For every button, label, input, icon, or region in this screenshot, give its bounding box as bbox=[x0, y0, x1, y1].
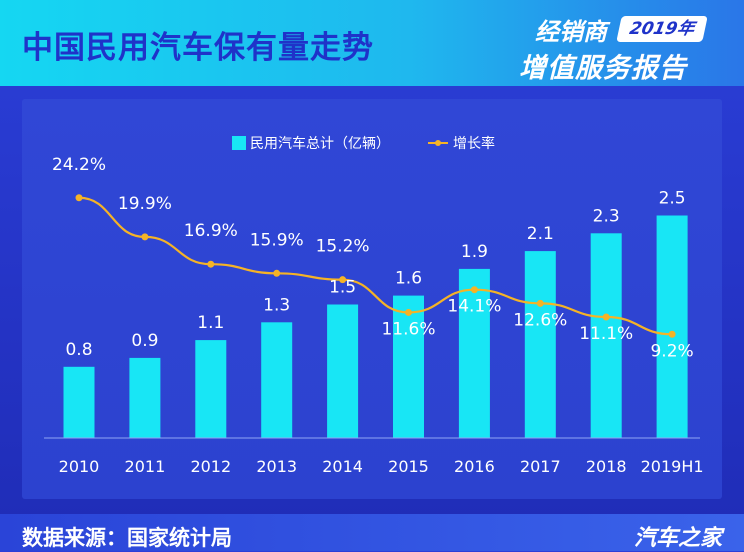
chart-legend: 民用汽车总计（亿辆） 增长率 bbox=[232, 135, 495, 152]
x-tick-label: 2013 bbox=[256, 457, 297, 476]
x-tick-label: 2015 bbox=[388, 457, 429, 476]
bar-value-label: 1.3 bbox=[263, 295, 290, 315]
bar-value-label: 0.8 bbox=[65, 340, 92, 360]
x-tick-label: 2012 bbox=[190, 457, 231, 476]
bar-value-label: 2.5 bbox=[659, 189, 686, 209]
growth-rate-label: 24.2% bbox=[52, 155, 106, 175]
bar-value-label: 1.5 bbox=[329, 278, 356, 298]
legend-line-dot bbox=[435, 140, 441, 146]
x-tick-label: 2016 bbox=[454, 457, 495, 476]
brand-bottom-text: 增值服务报告 bbox=[519, 53, 687, 84]
growth-rate-label: 19.9% bbox=[118, 194, 172, 214]
growth-rate-point bbox=[668, 330, 676, 338]
bar-value-label: 0.9 bbox=[131, 331, 158, 351]
growth-rate-point bbox=[75, 194, 83, 202]
growth-rate-point bbox=[141, 233, 149, 241]
growth-rate-label: 15.9% bbox=[250, 230, 304, 250]
brand-top-text: 经销商 bbox=[535, 18, 607, 46]
growth-rate-label: 14.1% bbox=[447, 297, 501, 317]
source-note: 数据来源：国家统计局 bbox=[22, 526, 232, 550]
growth-rate-point bbox=[602, 313, 610, 321]
legend-bar-swatch bbox=[232, 136, 246, 150]
growth-rate-label: 12.6% bbox=[513, 310, 567, 330]
page-title: 中国民用汽车保有量走势 bbox=[22, 30, 374, 66]
x-tick-label: 2018 bbox=[586, 457, 627, 476]
bar-value-label: 1.1 bbox=[197, 313, 224, 333]
footer-logo: 汽车之家 bbox=[633, 526, 722, 551]
bar-2010 bbox=[63, 366, 95, 438]
growth-rate-label: 15.2% bbox=[316, 237, 370, 257]
legend-line-label: 增长率 bbox=[453, 135, 495, 152]
growth-rate-label: 9.2% bbox=[650, 341, 693, 361]
bar-2017 bbox=[524, 251, 556, 438]
footer-bar bbox=[0, 514, 744, 551]
growth-rate-point bbox=[207, 260, 215, 268]
x-tick-label: 2019H1 bbox=[641, 457, 704, 476]
growth-rate-point bbox=[470, 286, 478, 294]
bar-2014 bbox=[327, 304, 359, 438]
bar-2012 bbox=[195, 340, 227, 438]
growth-rate-point bbox=[273, 269, 281, 277]
growth-rate-label: 11.1% bbox=[579, 324, 633, 344]
bar-2019H1 bbox=[656, 215, 688, 438]
bar-2013 bbox=[261, 322, 293, 438]
x-tick-label: 2017 bbox=[520, 457, 561, 476]
x-tick-label: 2014 bbox=[322, 457, 363, 476]
legend-bar-label: 民用汽车总计（亿辆） bbox=[250, 135, 390, 152]
x-tick-label: 2011 bbox=[125, 457, 166, 476]
bar-value-label: 1.6 bbox=[395, 269, 422, 289]
bar-2016 bbox=[458, 268, 490, 438]
bar-value-label: 2.1 bbox=[527, 224, 554, 244]
brand-badge: 经销商 2019年 增值服务报告 bbox=[517, 8, 722, 84]
growth-rate-point bbox=[339, 276, 347, 284]
header-bar: 中国民用汽车保有量走势 经销商 2019年 增值服务报告 bbox=[0, 0, 744, 86]
bar-2011 bbox=[129, 357, 161, 438]
growth-rate-point bbox=[536, 299, 544, 307]
bar-value-label: 2.3 bbox=[593, 206, 620, 226]
growth-rate-label: 11.6% bbox=[381, 319, 435, 339]
bar-value-label: 1.9 bbox=[461, 242, 488, 262]
bar-2015 bbox=[393, 295, 424, 438]
x-tick-label: 2010 bbox=[59, 457, 100, 476]
growth-rate-line bbox=[78, 196, 673, 336]
bar-2018 bbox=[590, 233, 622, 438]
growth-rate-point bbox=[405, 308, 412, 316]
growth-rate-label: 16.9% bbox=[184, 221, 238, 241]
